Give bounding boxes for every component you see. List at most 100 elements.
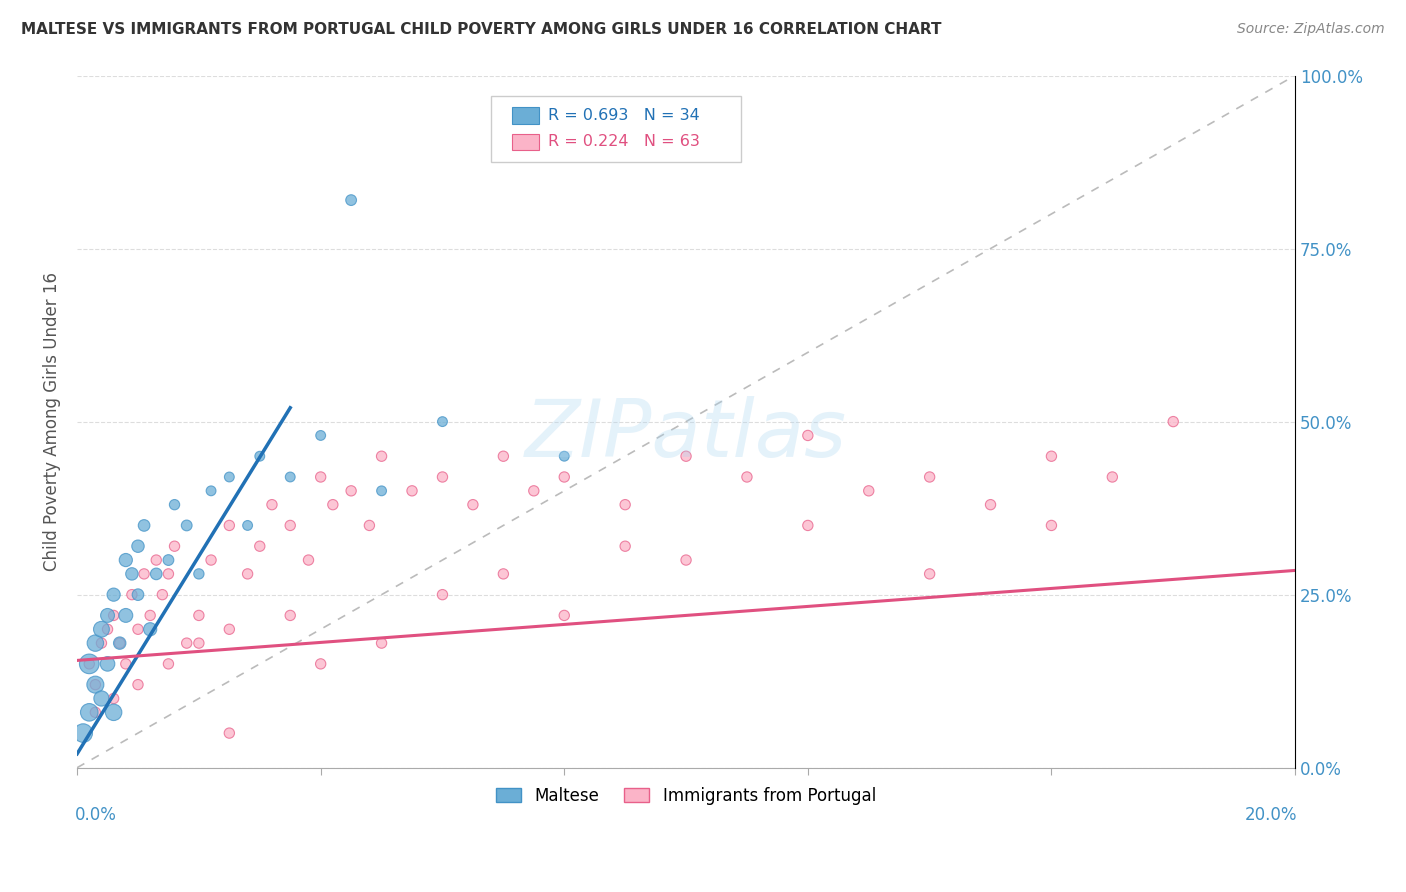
Point [492,449,515,463]
Point [200,553,222,567]
Point [139,608,162,623]
Point [278,518,301,533]
Point [858,483,880,498]
Point [176,636,198,650]
Point [84,706,107,720]
Point [218,470,240,484]
Y-axis label: Child Poverty Among Girls Under 16: Child Poverty Among Girls Under 16 [44,272,60,571]
Point [90,622,112,636]
Point [980,498,1002,512]
Legend: Maltese, Immigrants from Portugal: Maltese, Immigrants from Portugal [489,780,883,812]
Point [127,588,149,602]
Point [249,539,271,553]
Point [187,566,209,581]
Point [114,657,136,671]
Point [84,636,107,650]
Point [249,449,271,463]
Point [918,470,941,484]
Point [127,539,149,553]
Point [145,566,167,581]
Point [370,483,392,498]
Point [157,657,180,671]
Point [108,636,131,650]
Point [127,622,149,636]
Point [108,636,131,650]
Point [150,588,173,602]
Point [432,470,454,484]
Point [401,483,423,498]
Bar [512,107,538,124]
Point [370,449,392,463]
Point [309,470,332,484]
Point [1101,470,1123,484]
Point [90,636,112,650]
Point [675,449,697,463]
Point [114,608,136,623]
Point [187,636,209,650]
Point [96,657,118,671]
Point [370,636,392,650]
Point [187,608,209,623]
Point [675,553,697,567]
Point [614,539,637,553]
Point [84,678,107,692]
Point [132,518,155,533]
FancyBboxPatch shape [491,96,741,162]
Point [553,470,575,484]
Point [77,657,100,671]
Point [309,428,332,442]
Point [103,608,125,623]
Point [84,678,107,692]
Point [797,428,820,442]
Point [121,566,143,581]
Point [157,553,180,567]
Point [1161,415,1184,429]
Point [218,622,240,636]
Point [340,193,363,207]
Point [432,588,454,602]
Text: ZIPatlas: ZIPatlas [524,396,848,475]
Point [163,498,186,512]
Point [297,553,319,567]
Point [77,657,100,671]
Point [278,470,301,484]
Point [523,483,546,498]
Point [322,498,344,512]
Text: Source: ZipAtlas.com: Source: ZipAtlas.com [1237,22,1385,37]
Point [797,518,820,533]
Point [77,706,100,720]
Point [157,566,180,581]
Point [132,566,155,581]
Point [176,518,198,533]
Point [127,678,149,692]
Point [614,498,637,512]
Point [1040,518,1063,533]
Point [103,691,125,706]
Point [163,539,186,553]
Point [114,553,136,567]
Point [218,518,240,533]
Point [236,518,259,533]
Text: 0.0%: 0.0% [75,805,117,824]
Point [72,726,94,740]
Text: MALTESE VS IMMIGRANTS FROM PORTUGAL CHILD POVERTY AMONG GIRLS UNDER 16 CORRELATI: MALTESE VS IMMIGRANTS FROM PORTUGAL CHIL… [21,22,942,37]
Point [918,566,941,581]
Point [236,566,259,581]
Point [90,691,112,706]
Point [139,622,162,636]
Point [359,518,381,533]
Point [492,566,515,581]
Text: R = 0.224   N = 63: R = 0.224 N = 63 [548,135,700,150]
Point [96,608,118,623]
Point [340,483,363,498]
Point [218,726,240,740]
Point [121,588,143,602]
Point [432,415,454,429]
Point [309,657,332,671]
Point [103,588,125,602]
Point [278,608,301,623]
Point [553,608,575,623]
Point [1040,449,1063,463]
Point [553,449,575,463]
Text: 20.0%: 20.0% [1244,805,1298,824]
